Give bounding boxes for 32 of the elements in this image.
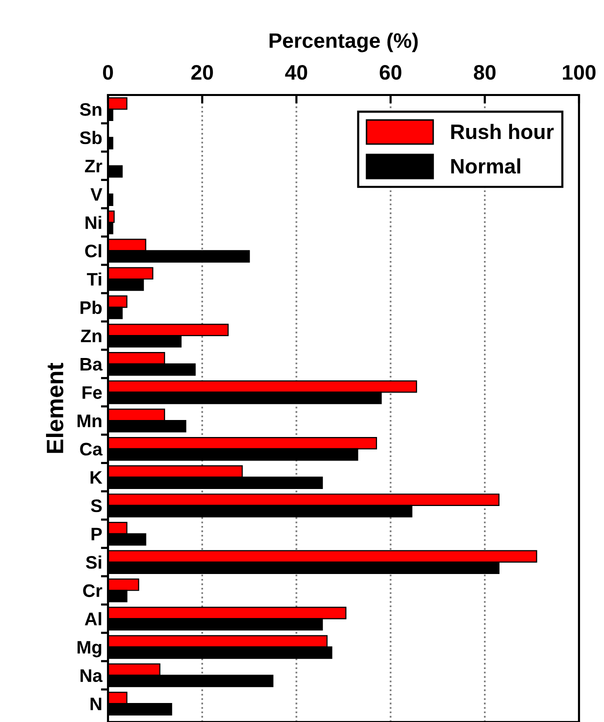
- y-tick-label: Cr: [83, 584, 102, 598]
- x-axis-title: Percentage (%): [270, 32, 418, 52]
- y-tick-label: Si: [86, 556, 102, 569]
- y-tick-label: Ba: [80, 358, 103, 371]
- y-tick-label: V: [90, 188, 102, 201]
- y-tick-label: Na: [80, 669, 103, 682]
- y-tick-label: Ti: [86, 272, 102, 286]
- y-tick-label: Zr: [84, 160, 102, 172]
- y-tick-label: Al: [84, 612, 102, 626]
- y-tick-label: N: [90, 698, 102, 710]
- y-tick-label: Mn: [78, 414, 102, 428]
- y-tick-label: Ca: [80, 442, 103, 456]
- legend-label: Normal: [451, 158, 520, 174]
- y-tick-label: Pb: [80, 300, 102, 314]
- x-tick-label: 60: [380, 65, 402, 80]
- y-tick-label: S: [90, 499, 102, 512]
- x-tick-label: 40: [285, 65, 308, 80]
- y-axis-title: Element: [46, 362, 64, 453]
- y-tick-label: Sb: [80, 130, 102, 144]
- legend-label: Rush hour: [451, 124, 554, 140]
- x-tick-label: 20: [191, 65, 213, 80]
- y-tick-label: Sn: [80, 103, 102, 116]
- y-tick-label: Mg: [78, 641, 102, 658]
- y-tick-label: Cl: [85, 244, 102, 258]
- y-tick-label: P: [92, 528, 102, 540]
- x-tick-label: 80: [474, 65, 496, 80]
- x-tick-label: 0: [103, 65, 113, 80]
- y-tick-label: Zn: [80, 330, 102, 342]
- y-tick-label: Ni: [86, 216, 102, 229]
- x-tick-label: 100: [562, 65, 596, 80]
- y-tick-label: Fe: [82, 386, 102, 399]
- y-tick-label: K: [90, 471, 102, 484]
